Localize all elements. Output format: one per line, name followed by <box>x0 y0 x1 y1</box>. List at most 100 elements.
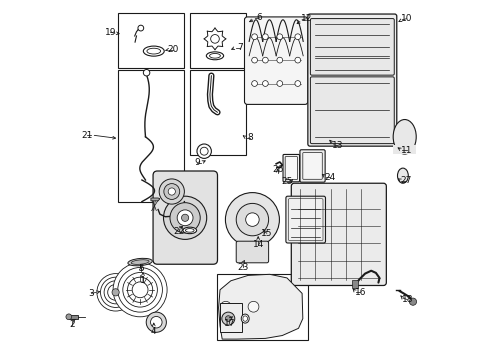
Circle shape <box>181 214 188 221</box>
Bar <box>69 315 78 319</box>
Circle shape <box>251 57 257 63</box>
FancyBboxPatch shape <box>244 17 307 104</box>
Text: 15: 15 <box>261 229 272 238</box>
Circle shape <box>294 34 300 40</box>
Circle shape <box>177 210 193 226</box>
Circle shape <box>251 34 257 40</box>
Circle shape <box>197 144 211 158</box>
Circle shape <box>170 203 200 233</box>
Text: 16: 16 <box>354 288 366 297</box>
Text: 13: 13 <box>332 141 343 150</box>
Circle shape <box>159 179 184 204</box>
Text: 22: 22 <box>173 227 184 236</box>
Text: 14: 14 <box>252 240 264 249</box>
FancyBboxPatch shape <box>236 241 268 263</box>
Bar <box>220 303 242 332</box>
Ellipse shape <box>241 314 249 323</box>
FancyBboxPatch shape <box>285 196 325 243</box>
Text: 17: 17 <box>223 319 235 328</box>
Bar <box>190 70 246 155</box>
Circle shape <box>236 203 268 236</box>
Circle shape <box>127 277 152 302</box>
Text: 11: 11 <box>400 146 411 155</box>
Text: 1: 1 <box>140 276 145 285</box>
Text: 26: 26 <box>271 165 283 174</box>
Ellipse shape <box>397 168 407 183</box>
Circle shape <box>66 314 72 320</box>
Text: 8: 8 <box>247 133 253 142</box>
Circle shape <box>247 301 258 312</box>
Circle shape <box>276 57 282 63</box>
FancyBboxPatch shape <box>288 199 322 240</box>
Text: 23: 23 <box>237 263 248 271</box>
Circle shape <box>408 298 416 305</box>
Text: 4: 4 <box>151 327 156 336</box>
Circle shape <box>225 193 279 247</box>
Ellipse shape <box>209 54 220 58</box>
Text: 5: 5 <box>138 264 143 273</box>
Ellipse shape <box>128 258 152 266</box>
Circle shape <box>150 316 162 328</box>
Circle shape <box>138 25 143 31</box>
Bar <box>392 145 415 154</box>
Circle shape <box>113 263 167 317</box>
Circle shape <box>146 312 166 332</box>
Circle shape <box>163 184 179 199</box>
Circle shape <box>262 34 268 40</box>
Polygon shape <box>218 274 302 339</box>
Circle shape <box>107 284 123 300</box>
Circle shape <box>225 316 231 321</box>
Circle shape <box>251 81 257 86</box>
Circle shape <box>200 147 208 155</box>
Text: 24: 24 <box>324 173 335 181</box>
Ellipse shape <box>185 229 194 232</box>
Circle shape <box>210 35 219 43</box>
Circle shape <box>294 81 300 86</box>
Circle shape <box>276 34 282 40</box>
Ellipse shape <box>143 46 164 56</box>
Circle shape <box>220 301 231 312</box>
Circle shape <box>262 57 268 63</box>
Bar <box>217 274 307 340</box>
Text: 21: 21 <box>81 130 92 139</box>
Ellipse shape <box>243 316 247 321</box>
FancyBboxPatch shape <box>307 14 396 146</box>
Ellipse shape <box>131 260 149 264</box>
Circle shape <box>143 69 149 76</box>
FancyBboxPatch shape <box>302 153 322 179</box>
Bar <box>190 13 246 68</box>
Text: 18: 18 <box>401 295 412 304</box>
FancyBboxPatch shape <box>310 77 393 144</box>
Bar <box>351 280 358 288</box>
Circle shape <box>104 281 127 304</box>
Circle shape <box>222 312 234 325</box>
FancyBboxPatch shape <box>283 154 299 182</box>
Ellipse shape <box>146 48 160 54</box>
Bar <box>118 70 184 202</box>
Circle shape <box>163 196 206 239</box>
Bar <box>118 13 184 68</box>
Circle shape <box>122 273 157 307</box>
Text: 12: 12 <box>300 14 311 23</box>
Circle shape <box>118 267 162 312</box>
Ellipse shape <box>183 227 196 234</box>
Circle shape <box>294 57 300 63</box>
Text: 6: 6 <box>256 13 262 22</box>
Circle shape <box>97 274 134 311</box>
Circle shape <box>262 81 268 86</box>
Text: 27: 27 <box>399 176 410 185</box>
Circle shape <box>132 282 148 298</box>
FancyBboxPatch shape <box>310 19 393 75</box>
Circle shape <box>112 289 119 296</box>
Ellipse shape <box>392 120 415 154</box>
Circle shape <box>101 277 130 307</box>
FancyBboxPatch shape <box>153 171 217 264</box>
Text: 7: 7 <box>237 43 243 52</box>
Polygon shape <box>151 198 160 201</box>
Text: 10: 10 <box>400 14 411 23</box>
Circle shape <box>245 213 259 226</box>
Circle shape <box>168 188 175 195</box>
Text: 19: 19 <box>104 28 116 37</box>
Text: 2: 2 <box>69 320 75 329</box>
FancyBboxPatch shape <box>291 183 386 285</box>
